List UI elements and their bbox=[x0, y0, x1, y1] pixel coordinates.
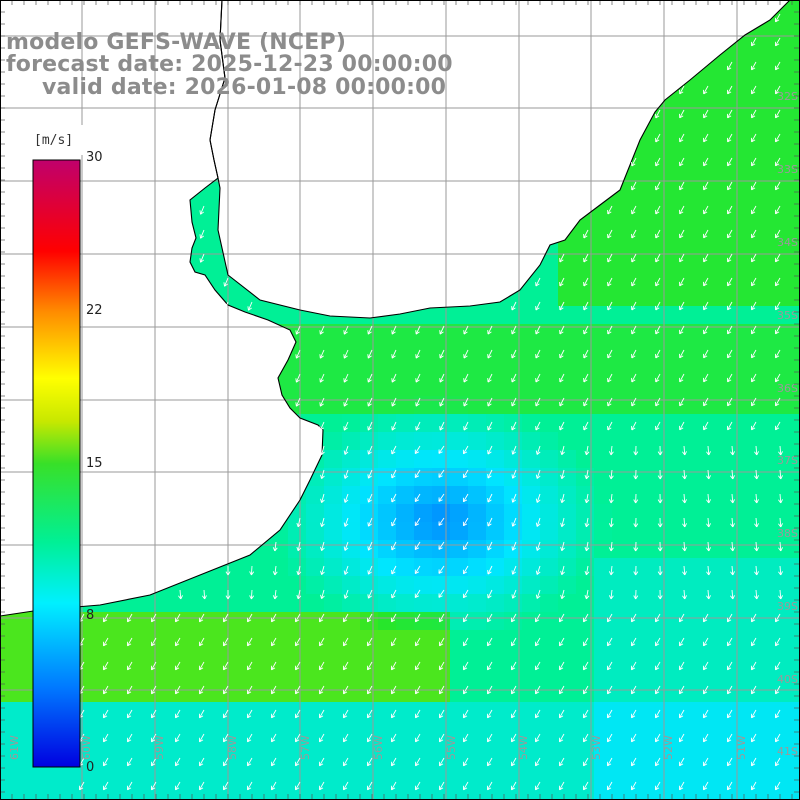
latitude-label: 39S bbox=[777, 600, 798, 613]
colorbar-unit-box bbox=[28, 125, 83, 155]
longitude-label: 58W bbox=[226, 735, 239, 760]
coastline-argentina bbox=[0, 0, 324, 617]
colorbar-unit: [m/s] bbox=[34, 133, 74, 148]
longitude-label: 59W bbox=[153, 735, 166, 760]
longitude-label: 56W bbox=[372, 735, 385, 760]
longitude-labels: 61W 60W 59W 58W 57W 56W 55W 54W 53W 52W 51W bbox=[8, 735, 748, 760]
latitude-labels: 32S 33S 34S 35S 36S 37S 38S 39S 40S 41S bbox=[777, 90, 798, 758]
title-forecast-date: forecast date: 2025-12-23 00:00:00 bbox=[6, 52, 453, 77]
colorbar-tick-8: 8 bbox=[86, 608, 95, 623]
colorbar-tick-30: 30 bbox=[86, 150, 103, 165]
longitude-label: 53W bbox=[590, 735, 603, 760]
longitude-label: 54W bbox=[517, 735, 530, 760]
wind-arrows bbox=[78, 13, 783, 791]
longitude-label: 55W bbox=[445, 735, 458, 760]
title-valid-date: valid date: 2026-01-08 00:00:00 bbox=[42, 75, 447, 100]
latitude-label: 40S bbox=[777, 673, 798, 686]
colorbar-tick-0: 0 bbox=[86, 760, 95, 775]
latitude-label: 36S bbox=[777, 382, 798, 395]
latitude-label: 38S bbox=[777, 527, 798, 540]
longitude-label: 52W bbox=[662, 735, 675, 760]
latitude-label: 35S bbox=[777, 309, 798, 322]
latitude-label: 41S bbox=[777, 745, 798, 758]
longitude-label: 51W bbox=[735, 735, 748, 760]
longitude-label: 61W bbox=[8, 735, 21, 760]
colorbar-tick-15: 15 bbox=[86, 456, 103, 471]
land-uruguay bbox=[210, 0, 800, 318]
longitude-label: 60W bbox=[80, 735, 93, 760]
title-model: modelo GEFS-WAVE (NCEP) bbox=[6, 30, 347, 55]
latitude-label: 34S bbox=[777, 236, 798, 249]
coastline-uruguay bbox=[209, 0, 791, 319]
latitude-label: 33S bbox=[777, 163, 798, 176]
colorbar-tick-22: 22 bbox=[86, 303, 103, 318]
latitude-label: 32S bbox=[777, 90, 798, 103]
latitude-label: 37S bbox=[777, 454, 798, 467]
longitude-label: 57W bbox=[299, 735, 312, 760]
colorbar bbox=[32, 159, 81, 768]
